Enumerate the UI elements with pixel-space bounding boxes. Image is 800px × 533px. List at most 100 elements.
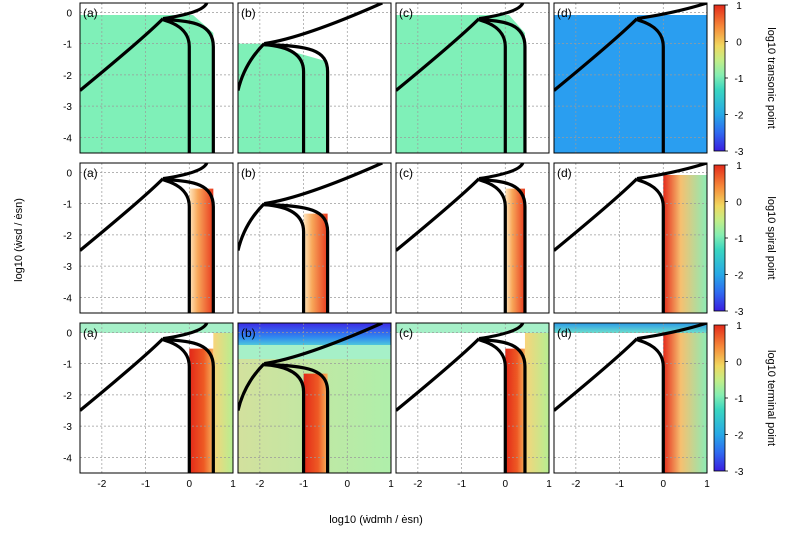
boundary-curve-0 <box>80 17 165 92</box>
panel-r2-c: (c) <box>395 162 550 314</box>
panel-label: (b) <box>241 326 256 340</box>
colorbar-tick-label: -2 <box>735 111 744 122</box>
boundary-curves <box>396 163 527 313</box>
x-tick-label: 0 <box>661 479 667 490</box>
boundary-curves <box>80 3 215 153</box>
colorbar-title: log10 transonic point <box>765 27 777 129</box>
panel-frame <box>395 322 550 474</box>
boundary-curve-1 <box>263 3 383 46</box>
boundary-curve-1 <box>478 323 525 341</box>
y-tick-label: 0 <box>66 168 72 179</box>
x-tick-label: 1 <box>388 479 394 490</box>
y-tick-label: -4 <box>63 453 72 464</box>
panel-frame <box>79 322 234 474</box>
boundary-curve-0 <box>396 17 481 92</box>
boundary-curve-3 <box>163 178 215 313</box>
colorbar-tick-label: -2 <box>735 271 744 282</box>
boundary-curves <box>396 323 527 473</box>
y-tick-label: -3 <box>63 102 72 113</box>
panel-fill <box>238 163 391 313</box>
colorbar-tick-label: 0 <box>736 38 742 49</box>
boundary-curves <box>554 3 707 153</box>
panel-r2-d: (d) <box>553 162 708 314</box>
colorbar-2: 1 0 -1 -2 -3 log10 spiral point <box>713 161 777 318</box>
x-axis-title: log10 (ẇdmh / ėsn) <box>329 514 423 526</box>
panel-fill <box>238 3 391 153</box>
panel-frame <box>553 322 708 474</box>
grid <box>554 323 707 473</box>
colorbar-tick-label: 1 <box>736 321 742 332</box>
boundary-curve-3 <box>478 338 527 473</box>
colorbar-tick-label: -3 <box>735 467 744 478</box>
y-tick-label: -2 <box>63 391 72 402</box>
y-tick-label: -1 <box>63 40 72 51</box>
boundary-curve-0 <box>238 362 266 411</box>
boundary-curve-1 <box>162 323 209 341</box>
panel-fill <box>554 163 707 313</box>
boundary-curve-0 <box>80 177 165 252</box>
y-tick-label: -2 <box>63 71 72 82</box>
colorbar-tick-label: -1 <box>735 234 744 245</box>
x-tick-label: 1 <box>546 479 552 490</box>
grid <box>396 163 549 313</box>
boundary-curve-3 <box>264 203 330 313</box>
panel-r1-b: (b) <box>237 2 392 154</box>
x-tick-label: 1 <box>230 479 236 490</box>
boundary-curve-1 <box>263 323 383 366</box>
y-tick-label: -3 <box>63 262 72 273</box>
colorbar-tick-label: 1 <box>736 161 742 172</box>
panel-frame <box>79 2 234 154</box>
boundary-curve-1 <box>263 163 383 206</box>
x-tick-label: -1 <box>141 479 150 490</box>
x-tick-label: 0 <box>345 479 351 490</box>
panel-r3-b: (b) -2 -1 0 1 <box>237 322 394 490</box>
panel-fill <box>80 323 233 473</box>
boundary-curve-0 <box>396 177 481 252</box>
x-tick-label: -1 <box>457 479 466 490</box>
boundary-curve-3 <box>264 363 330 473</box>
grid <box>554 3 707 153</box>
panel-fill <box>80 163 233 313</box>
colorbar-3: 1 0 -1 -2 -3 log10 terminal point <box>713 321 777 478</box>
colorbar-title: log10 spiral point <box>765 196 777 279</box>
grid <box>396 3 549 153</box>
panel-frame <box>553 2 708 154</box>
boundary-curve-0 <box>238 202 266 251</box>
panel-frame <box>237 2 392 154</box>
boundary-curve-3 <box>264 43 330 153</box>
boundary-curve-1 <box>478 163 525 181</box>
panel-label: (a) <box>83 326 98 340</box>
grid <box>554 163 707 313</box>
panel-frame <box>237 322 392 474</box>
x-tick-label: -1 <box>299 479 308 490</box>
boundary-curve-0 <box>238 42 266 91</box>
panel-fill <box>554 3 707 153</box>
colorbar-tick-label: -2 <box>735 431 744 442</box>
colorbar-tick-label: 0 <box>736 198 742 209</box>
panel-label: (a) <box>83 6 98 20</box>
panel-label: (a) <box>83 166 98 180</box>
boundary-curve-1 <box>636 163 707 181</box>
panel-r2-b: (b) <box>237 162 392 314</box>
y-axis-title: log10 (ẇsd / ėsn) <box>13 198 25 282</box>
y-tick-label: 0 <box>66 8 72 19</box>
boundary-curve-1 <box>478 3 525 21</box>
colorbar-tick-label: -1 <box>735 74 744 85</box>
boundary-curves <box>238 323 383 473</box>
boundary-curve-2 <box>636 338 665 473</box>
x-tick-label: 1 <box>704 479 710 490</box>
panel-r3-a: (a) -2 -1 0 1 0 -1 -2 -3 -4 <box>63 322 236 490</box>
colorbar-tick-label: 1 <box>736 1 742 12</box>
panel-r1-d: (d) <box>553 2 708 154</box>
panel-label: (d) <box>557 6 572 20</box>
boundary-curves <box>238 163 383 313</box>
boundary-curves <box>80 323 215 473</box>
x-tick-label: 0 <box>187 479 193 490</box>
panel-frame <box>553 162 708 314</box>
panel-r3-d: (d) -2 -1 0 1 <box>553 322 710 490</box>
boundary-curve-1 <box>636 3 707 21</box>
panel-label: (b) <box>241 166 256 180</box>
panel-label: (c) <box>399 6 413 20</box>
panel-label: (d) <box>557 326 572 340</box>
panel-label: (b) <box>241 6 256 20</box>
